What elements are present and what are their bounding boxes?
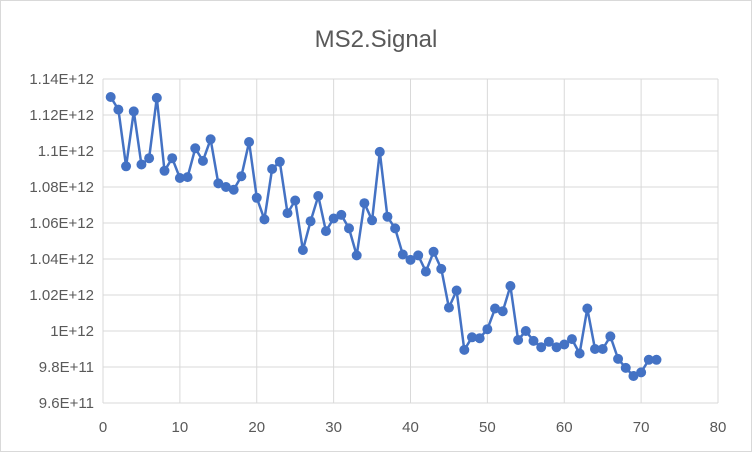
data-point bbox=[336, 209, 347, 220]
x-tick-label: 10 bbox=[172, 419, 189, 436]
data-point bbox=[528, 335, 539, 346]
gridlines bbox=[102, 78, 719, 404]
y-tick-label: 1.04E+12 bbox=[29, 251, 94, 268]
data-point bbox=[344, 223, 354, 234]
data-point bbox=[590, 344, 600, 354]
y-tick-label: 1.02E+12 bbox=[29, 287, 94, 304]
data-point bbox=[505, 281, 516, 291]
series-line bbox=[109, 96, 657, 378]
data-point bbox=[313, 191, 324, 201]
data-point bbox=[213, 178, 224, 189]
data-point bbox=[559, 339, 570, 350]
y-tick-label: 1E+12 bbox=[50, 323, 94, 340]
series-layer bbox=[105, 92, 662, 381]
data-point bbox=[551, 342, 562, 353]
data-point bbox=[205, 134, 216, 145]
chart-title: MS2.Signal bbox=[315, 26, 438, 53]
data-point bbox=[121, 161, 132, 172]
y-tick-label: 1.1E+12 bbox=[38, 143, 94, 160]
data-point bbox=[620, 362, 631, 373]
data-point bbox=[643, 354, 654, 365]
data-point bbox=[297, 245, 308, 255]
y-tick-label: 1.06E+12 bbox=[29, 215, 94, 232]
data-point bbox=[405, 254, 416, 265]
data-point bbox=[221, 182, 231, 192]
data-point bbox=[651, 354, 662, 365]
data-point bbox=[582, 303, 593, 314]
data-point bbox=[490, 303, 501, 314]
data-point bbox=[290, 195, 301, 206]
x-tick-label: 30 bbox=[325, 419, 342, 436]
data-point bbox=[451, 285, 462, 296]
data-point bbox=[228, 184, 239, 195]
data-point bbox=[474, 333, 485, 344]
data-point bbox=[543, 336, 554, 347]
data-point bbox=[636, 367, 647, 378]
x-axis-tick-labels: 0 10 20 30 40 50 60 70 80 bbox=[99, 419, 727, 436]
data-point bbox=[282, 208, 293, 219]
x-tick-label: 40 bbox=[402, 419, 419, 436]
x-tick-label: 0 bbox=[99, 419, 107, 436]
data-point bbox=[267, 164, 278, 174]
y-tick-label: 9.6E+11 bbox=[39, 395, 94, 412]
x-tick-label: 20 bbox=[248, 419, 265, 436]
data-point bbox=[351, 250, 362, 261]
y-tick-label: 9.8E+11 bbox=[39, 359, 94, 376]
data-point bbox=[536, 342, 547, 353]
y-tick-label: 1.08E+12 bbox=[29, 179, 94, 196]
data-point bbox=[436, 263, 447, 274]
data-point bbox=[190, 143, 201, 154]
data-point bbox=[467, 332, 477, 343]
data-point bbox=[597, 344, 608, 354]
data-point bbox=[566, 334, 577, 345]
data-point bbox=[128, 106, 139, 117]
data-point bbox=[413, 250, 424, 261]
data-point bbox=[574, 348, 585, 359]
data-point bbox=[113, 104, 124, 115]
data-point bbox=[428, 246, 439, 257]
data-point bbox=[613, 353, 624, 364]
data-point bbox=[390, 223, 401, 234]
data-point bbox=[274, 156, 285, 167]
y-tick-label: 1.12E+12 bbox=[29, 107, 94, 124]
data-point bbox=[305, 216, 316, 227]
data-point bbox=[420, 266, 431, 277]
data-point bbox=[244, 137, 255, 147]
data-point bbox=[628, 371, 639, 381]
data-point bbox=[159, 165, 170, 176]
data-point bbox=[374, 146, 385, 157]
x-tick-label: 60 bbox=[556, 419, 573, 436]
data-point bbox=[197, 155, 208, 166]
data-point bbox=[520, 326, 531, 336]
data-point bbox=[459, 344, 470, 355]
data-point bbox=[182, 172, 193, 183]
y-tick-label: 1.14E+12 bbox=[29, 71, 94, 88]
data-point bbox=[144, 153, 155, 164]
data-point bbox=[105, 92, 116, 102]
data-point bbox=[328, 213, 339, 224]
data-point bbox=[382, 211, 393, 222]
data-point bbox=[443, 302, 454, 313]
y-axis-tick-labels: 9.6E+11 9.8E+11 1E+12 1.02E+12 1.04E+12 1.06E… bbox=[29, 71, 94, 412]
data-point bbox=[320, 226, 331, 237]
data-point bbox=[167, 153, 178, 164]
data-point bbox=[397, 249, 408, 260]
data-point bbox=[259, 214, 270, 225]
x-tick-label: 80 bbox=[710, 419, 727, 436]
data-point bbox=[482, 324, 493, 335]
data-point bbox=[359, 198, 370, 209]
data-point bbox=[151, 92, 162, 103]
x-tick-label: 70 bbox=[633, 419, 650, 436]
data-point bbox=[367, 215, 378, 226]
data-point bbox=[497, 306, 508, 317]
data-point bbox=[251, 192, 262, 203]
x-tick-label: 50 bbox=[479, 419, 496, 436]
data-point bbox=[236, 171, 247, 182]
data-point bbox=[605, 331, 616, 342]
data-point bbox=[513, 335, 524, 345]
data-point bbox=[136, 159, 147, 170]
data-point bbox=[174, 173, 185, 183]
